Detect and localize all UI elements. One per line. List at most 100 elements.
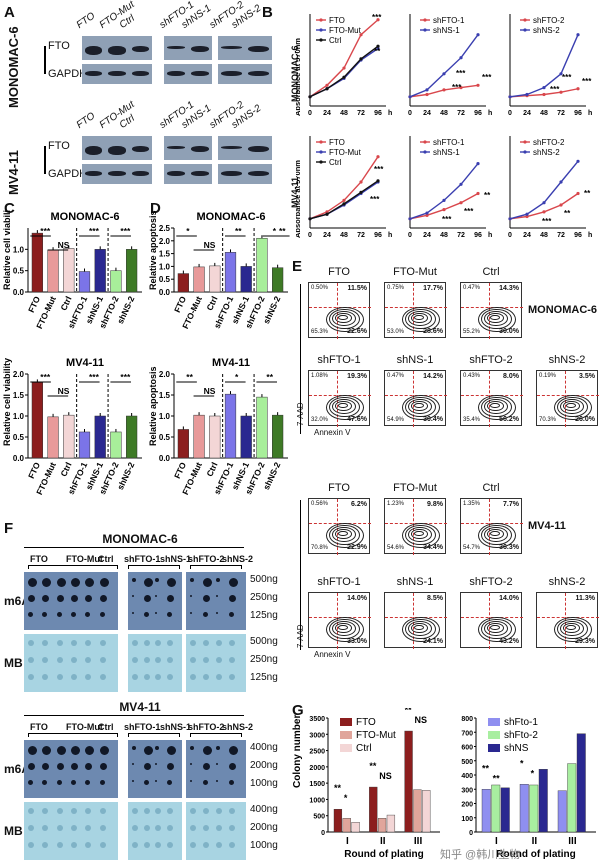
flow-plot: 0.47% 14.3% 55.2% 30.0% xyxy=(460,282,523,339)
panel-label-c: C xyxy=(4,200,15,217)
blot-dot xyxy=(190,825,196,831)
contour-ring xyxy=(405,618,436,639)
blot-dot xyxy=(85,825,92,831)
blot-dot xyxy=(28,763,35,770)
series-point xyxy=(508,217,512,221)
quadrant-value-bl: 65.3% xyxy=(311,329,329,335)
blot-dot xyxy=(190,595,192,597)
blot-dot xyxy=(42,657,49,663)
legend-swatch-point xyxy=(523,150,527,154)
dotblot-membrane-mb xyxy=(24,634,118,692)
blot-dot xyxy=(190,780,192,782)
quadrant-value-tr: 8.5% xyxy=(427,595,443,602)
blot-dot xyxy=(155,674,161,680)
significance-star: *** xyxy=(120,226,131,236)
tick-x: 72 xyxy=(357,110,365,117)
blot-dot xyxy=(85,808,92,814)
legend-swatch-point xyxy=(319,150,323,154)
dotblot-lane-label: shFTO-1 xyxy=(124,722,161,732)
legend-swatch-point xyxy=(523,140,527,144)
series-point xyxy=(476,83,480,87)
blot-dot xyxy=(216,657,222,663)
series-point xyxy=(376,18,380,22)
bar xyxy=(333,808,343,833)
contour-ring xyxy=(405,396,436,417)
bar xyxy=(94,415,106,459)
legend-label: shFTO-1 xyxy=(433,16,465,25)
contour-ring xyxy=(326,522,364,548)
blot-dot xyxy=(216,746,220,750)
blot-dot xyxy=(216,842,222,848)
legend-swatch xyxy=(340,718,352,726)
bar xyxy=(193,266,205,293)
blot-dot xyxy=(216,825,222,831)
contour-ring xyxy=(408,310,432,326)
tick-y: 0.0 xyxy=(159,454,171,463)
blot-dot xyxy=(132,808,138,814)
significance-star: ** xyxy=(186,372,193,382)
tick-x: 0 xyxy=(508,110,512,117)
blot-dot xyxy=(166,612,172,617)
tick-x: Ctrl xyxy=(204,295,219,312)
quadrant-value-tl: 0.19% xyxy=(539,373,557,379)
quadrant-value-tr: 6.2% xyxy=(351,501,367,508)
quadrant-value-br: 28.6% xyxy=(423,328,443,335)
significance-star: *** xyxy=(89,372,100,382)
tick-y: 600 xyxy=(461,745,473,752)
panel-a-cellline-mv: MV4-11 xyxy=(6,150,21,195)
blot-dot xyxy=(28,674,34,680)
dotblot-lane-label: FTO-Mut xyxy=(66,554,103,564)
tick-y: 500 xyxy=(313,814,325,821)
tick-y: 0.0 xyxy=(13,454,25,463)
tick-x: 48 xyxy=(440,110,448,117)
tick-x: I xyxy=(495,836,498,847)
blot-bracket xyxy=(44,46,46,74)
blot-gapdh-strip xyxy=(218,64,272,84)
tick-x: 72 xyxy=(457,110,465,117)
blot-band-fto xyxy=(131,46,149,52)
dotblot-mono-rule xyxy=(24,547,244,548)
series-point xyxy=(576,87,580,91)
contour-ring xyxy=(405,308,436,329)
lane-bracket xyxy=(190,733,242,737)
contour-ring xyxy=(557,618,588,639)
significance-star: *** xyxy=(542,217,552,226)
dotblot-concentration: 200ng xyxy=(250,760,278,771)
bar xyxy=(240,266,252,293)
tick-x: 72 xyxy=(357,232,365,239)
blot-dot xyxy=(85,595,93,602)
dotblot-concentration: 125ng xyxy=(250,610,278,621)
contour-ring xyxy=(338,530,348,536)
dotblot-row-label: MB xyxy=(4,656,23,670)
series-point xyxy=(359,33,363,37)
tick-x: 48 xyxy=(540,110,548,117)
blot-dot xyxy=(132,842,138,848)
blot-dot xyxy=(166,763,174,770)
contour-ring xyxy=(411,622,428,633)
tick-x: 24 xyxy=(523,232,531,239)
blot-dot xyxy=(229,578,238,587)
series-point xyxy=(459,201,463,205)
quadrant-value-bl: 55.2% xyxy=(463,329,481,335)
blot-lane-label: FTO xyxy=(74,110,98,131)
blot-dot xyxy=(216,808,222,814)
quadrant-value-tr: 7.7% xyxy=(503,501,519,508)
series-point xyxy=(342,66,346,70)
blot-dot xyxy=(190,746,194,750)
significance-star: *** xyxy=(456,69,466,78)
dotblot-lane-label: shNS-1 xyxy=(160,722,192,732)
contour-ring xyxy=(490,314,500,320)
contour-ring xyxy=(487,622,504,633)
bar xyxy=(538,769,548,833)
blot-dot xyxy=(99,825,106,831)
significance-star: ** xyxy=(374,47,381,56)
tick-x: Ctrl xyxy=(58,461,73,478)
quadrant-value-bl: 70.3% xyxy=(539,417,557,423)
blot-dot xyxy=(143,808,150,814)
blot-dot xyxy=(229,808,235,814)
dotblot-row-label: m6A xyxy=(4,762,31,776)
flow-plot: 14.0% 43.2% xyxy=(460,592,523,649)
contour-ring xyxy=(326,394,364,420)
bar xyxy=(404,730,413,833)
